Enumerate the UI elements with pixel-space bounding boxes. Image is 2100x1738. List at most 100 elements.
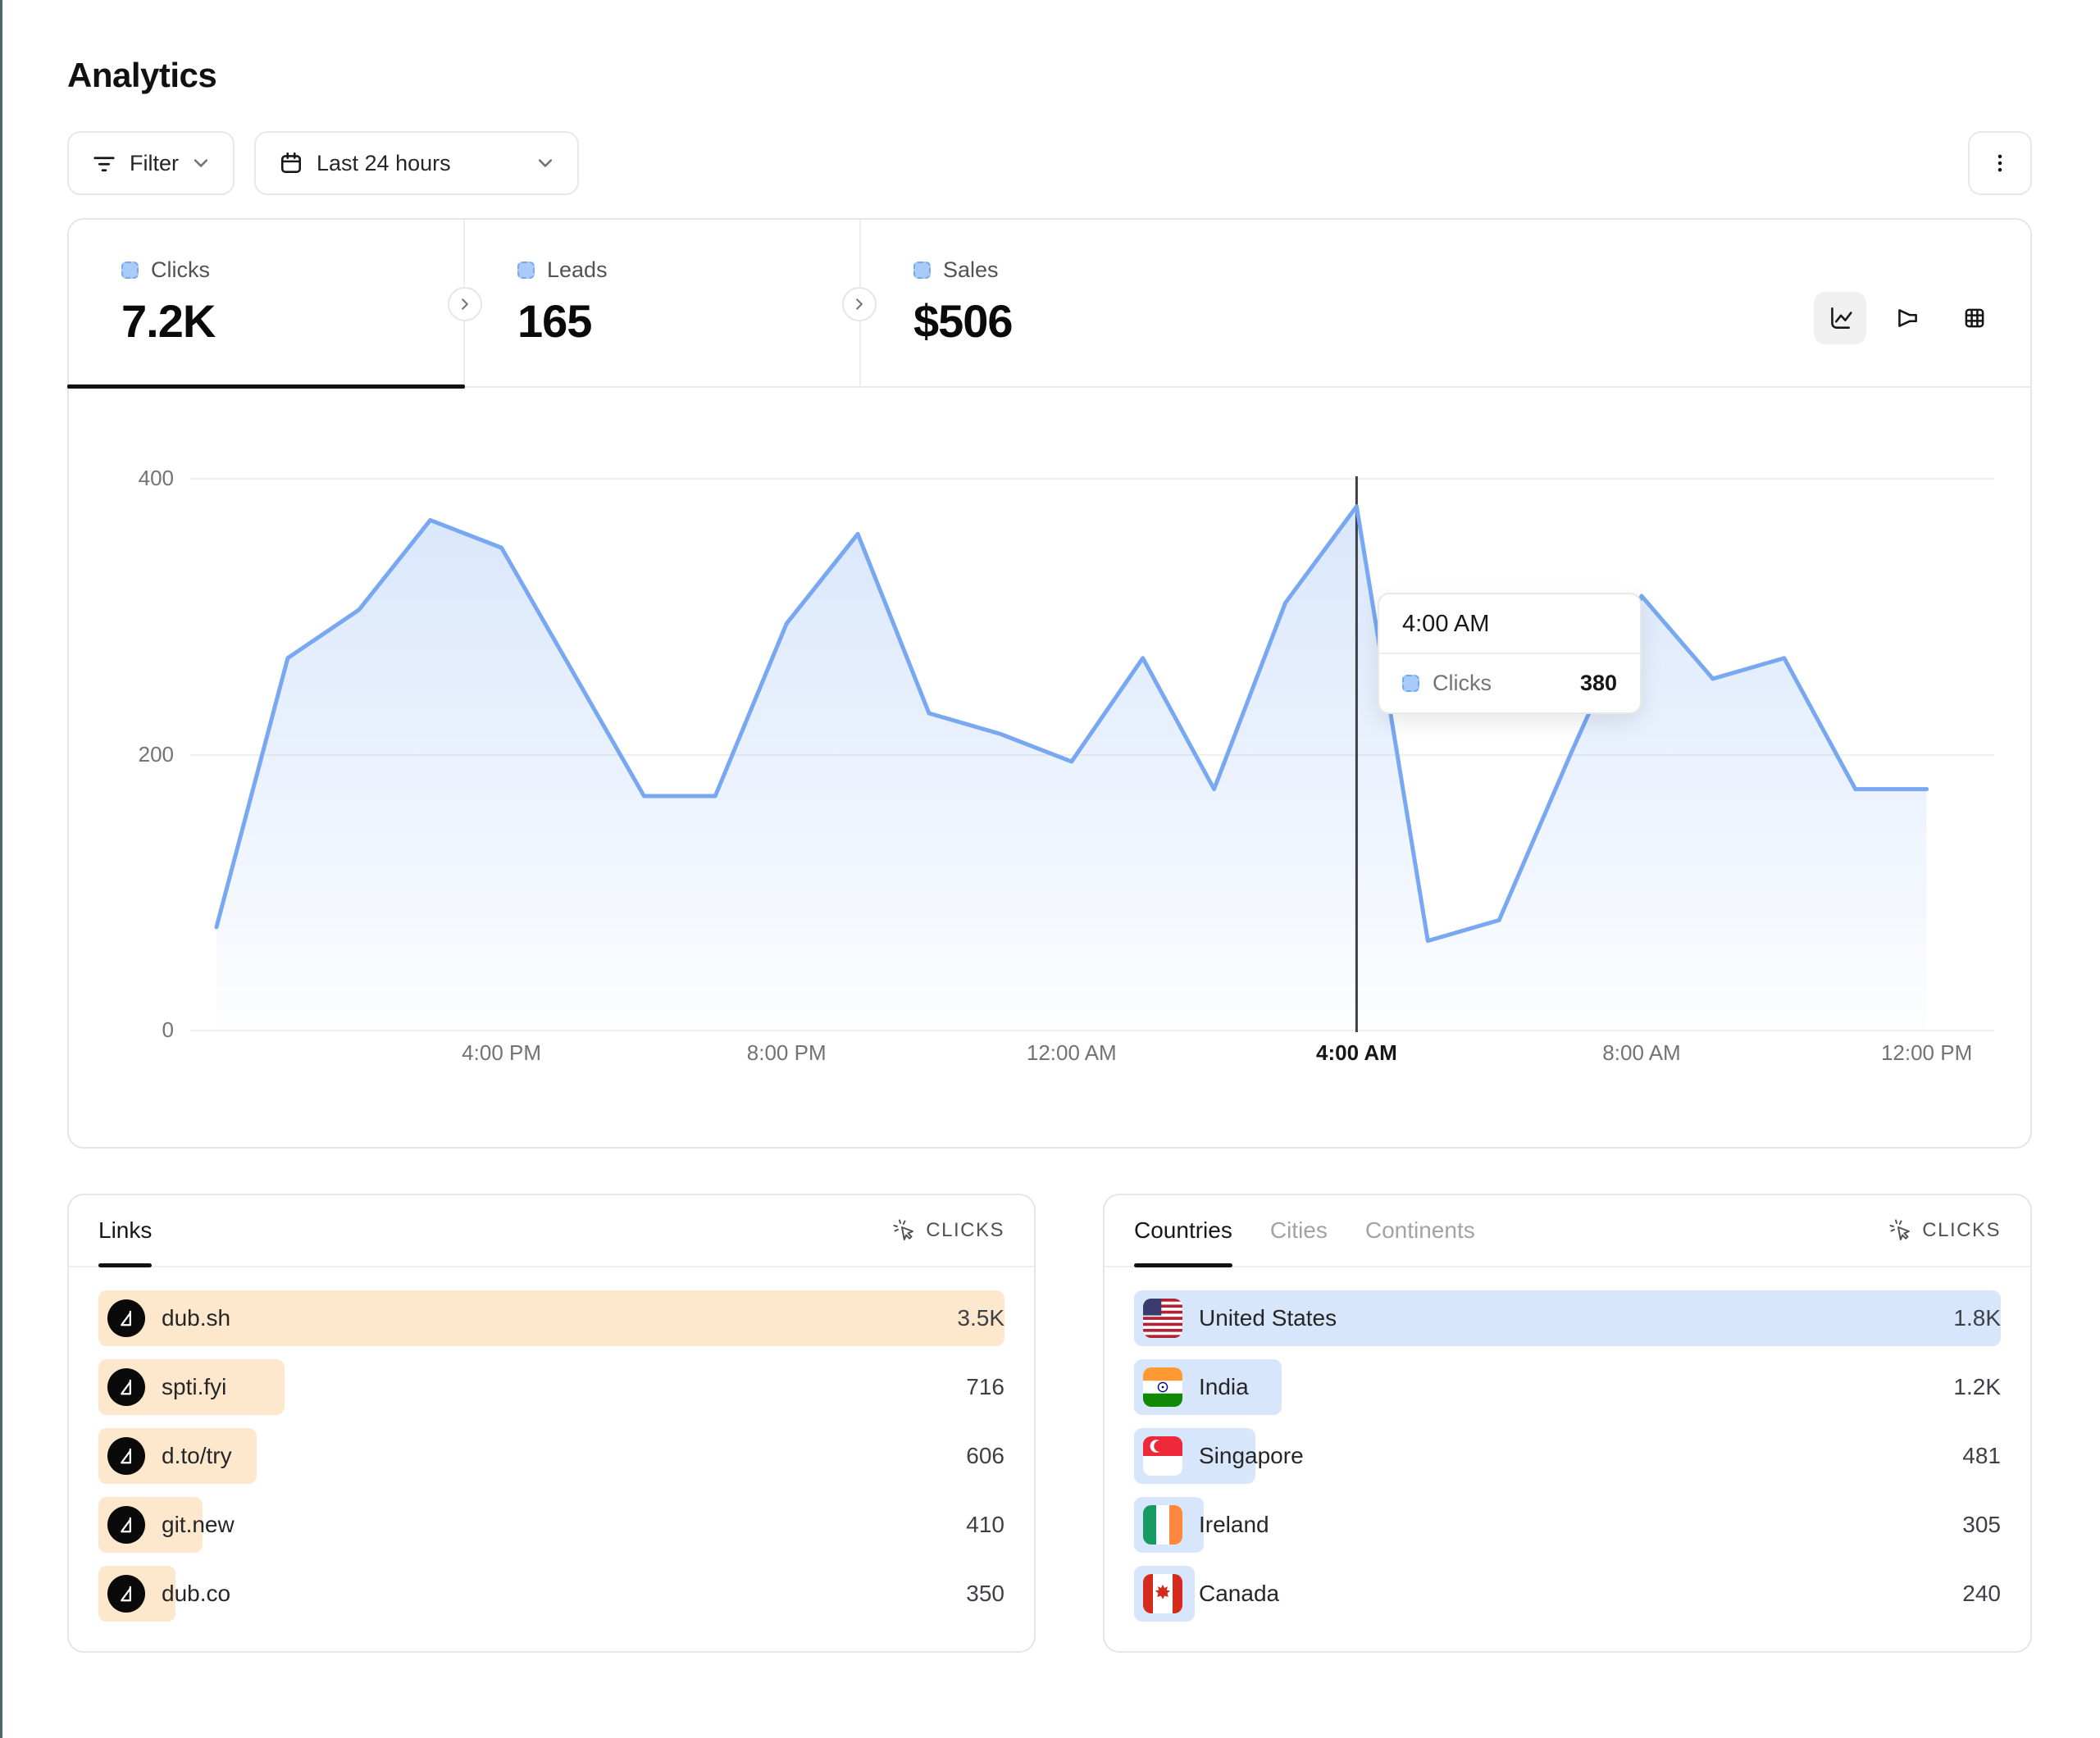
link-row-d.to/try[interactable]: d.to/try 606 (98, 1428, 1004, 1484)
stat-value: 165 (517, 295, 592, 347)
calendar-icon (279, 151, 303, 175)
link-row-dub.sh[interactable]: dub.sh 3.5K (98, 1290, 1004, 1346)
row-value: 1.2K (1953, 1374, 2001, 1399)
row-bar (1134, 1290, 2001, 1346)
link-row-git.new[interactable]: git.new 410 (98, 1497, 1004, 1553)
tab-links[interactable]: Links (98, 1195, 153, 1267)
metric-label: CLICKS (1922, 1219, 2001, 1241)
chart-plot (214, 476, 1929, 1032)
row-label: Canada (1199, 1581, 1280, 1606)
chart-area-fill (216, 506, 1927, 1031)
row-value: 1.8K (1953, 1305, 2001, 1331)
sales-legend-chip (913, 262, 931, 279)
tab-label: Continents (1364, 1217, 1475, 1243)
chevron-down-icon (536, 154, 554, 172)
countries-metric-selector[interactable]: CLICKS (1889, 1219, 2001, 1242)
flag-icon-in (1143, 1367, 1182, 1407)
leads-legend-chip (517, 262, 535, 279)
date-range-button[interactable]: Last 24 hours (254, 131, 579, 195)
country-row-us[interactable]: United States 1.8K (1134, 1290, 2001, 1346)
toolbar: Filter Last 24 hours (67, 131, 2032, 195)
funnel-chart-toggle-button[interactable] (1881, 292, 1934, 344)
row-label: India (1199, 1374, 1249, 1399)
tab-cities[interactable]: Cities (1270, 1195, 1328, 1266)
tab-label: Cities (1269, 1217, 1328, 1243)
x-axis-tick-label: 4:00 AM (1316, 1040, 1397, 1065)
row-label: git.new (162, 1512, 235, 1537)
row-value: 606 (966, 1443, 1004, 1468)
dub-logo-icon (107, 1368, 145, 1406)
kebab-menu-icon (1989, 152, 2011, 174)
y-axis-tick-label: 200 (138, 741, 174, 767)
link-row-dub.co[interactable]: dub.co 350 (98, 1566, 1004, 1622)
page-title: Analytics (67, 56, 217, 94)
line-chart-toggle-button[interactable] (1814, 292, 1866, 344)
stat-value: 7.2K (121, 295, 216, 347)
dub-logo-icon (107, 1575, 145, 1613)
row-value: 350 (966, 1581, 1004, 1606)
tab-clicks[interactable]: Clicks 7.2K (67, 220, 465, 389)
stat-label: Leads (547, 257, 608, 282)
table-toggle-button[interactable] (1948, 292, 2001, 344)
tab-label: Links (98, 1217, 153, 1243)
tooltip-time: 4:00 AM (1379, 594, 1640, 654)
tab-countries[interactable]: Countries (1134, 1195, 1232, 1267)
x-axis-tick-label: 8:00 PM (746, 1040, 827, 1065)
stat-label: Sales (943, 257, 999, 282)
chart-type-toggles (1814, 292, 2001, 344)
row-value: 410 (966, 1512, 1004, 1537)
tooltip-series-label: Clicks (1433, 671, 1492, 695)
link-row-spti.fyi[interactable]: spti.fyi 716 (98, 1359, 1004, 1415)
countries-card: Countries Cities Continents (1103, 1194, 2032, 1653)
stat-value: $506 (913, 295, 1014, 347)
flag-icon-ie (1143, 1505, 1182, 1545)
dub-logo-icon (107, 1299, 145, 1337)
clicks-chart[interactable]: 400 200 0 4:00 PM 8:00 PM 12:00 AM 4:00 AM 8:0… (69, 388, 2030, 1149)
row-bar (98, 1290, 1004, 1346)
row-label: dub.co (162, 1581, 231, 1606)
cursor-click-icon (893, 1219, 916, 1242)
more-options-button[interactable] (1968, 131, 2032, 195)
stat-split-chevron-button[interactable] (842, 287, 877, 321)
tab-leads[interactable]: Leads 165 (465, 220, 861, 386)
metric-label: CLICKS (926, 1219, 1004, 1241)
row-value: 481 (1962, 1443, 2001, 1468)
cursor-click-icon (1889, 1219, 1912, 1242)
row-label: United States (1199, 1305, 1337, 1331)
stat-split-chevron-button[interactable] (448, 287, 482, 321)
country-row-ca[interactable]: Canada 240 (1134, 1566, 2001, 1622)
row-value: 305 (1962, 1512, 2001, 1537)
flag-icon-ca (1143, 1574, 1182, 1613)
tab-continents[interactable]: Continents (1365, 1195, 1475, 1266)
row-value: 3.5K (957, 1305, 1004, 1331)
x-axis-tick-label: 8:00 AM (1602, 1040, 1681, 1065)
x-axis-tick-label: 12:00 PM (1880, 1040, 1973, 1065)
y-axis-tick-label: 400 (138, 466, 174, 490)
chevron-down-icon (192, 154, 210, 172)
stat-label: Clicks (151, 257, 210, 282)
country-row-ie[interactable]: Ireland 305 (1134, 1497, 2001, 1553)
filter-label: Filter (130, 150, 179, 175)
tooltip-series-chip (1402, 675, 1419, 692)
row-value: 716 (966, 1374, 1004, 1399)
tab-sales[interactable]: Sales $506 (861, 220, 2030, 386)
country-row-in[interactable]: India 1.2K (1134, 1359, 2001, 1415)
chart-line (214, 504, 1929, 944)
active-tab-underline (67, 384, 465, 389)
country-row-sg[interactable]: Singapore 481 (1134, 1428, 2001, 1484)
filter-button[interactable]: Filter (67, 131, 235, 195)
stats-tabs: Clicks 7.2K Leads 165 (67, 220, 2030, 389)
x-axis-tick-label: 4:00 PM (462, 1040, 542, 1065)
links-metric-selector[interactable]: CLICKS (893, 1219, 1004, 1242)
window-edge (0, 0, 2, 1738)
row-label: spti.fyi (162, 1374, 227, 1399)
links-card: Links CLICKS dub.sh 3.5K spti.fyi 716 d (67, 1194, 1036, 1653)
analytics-chart-card: Clicks 7.2K Leads 165 (67, 218, 2032, 1149)
row-label: Singapore (1199, 1443, 1304, 1468)
row-value: 240 (1962, 1581, 2001, 1606)
dub-logo-icon (107, 1437, 145, 1475)
tab-label: Countries (1134, 1217, 1232, 1243)
filter-icon (92, 151, 116, 175)
dub-logo-icon (107, 1506, 145, 1544)
